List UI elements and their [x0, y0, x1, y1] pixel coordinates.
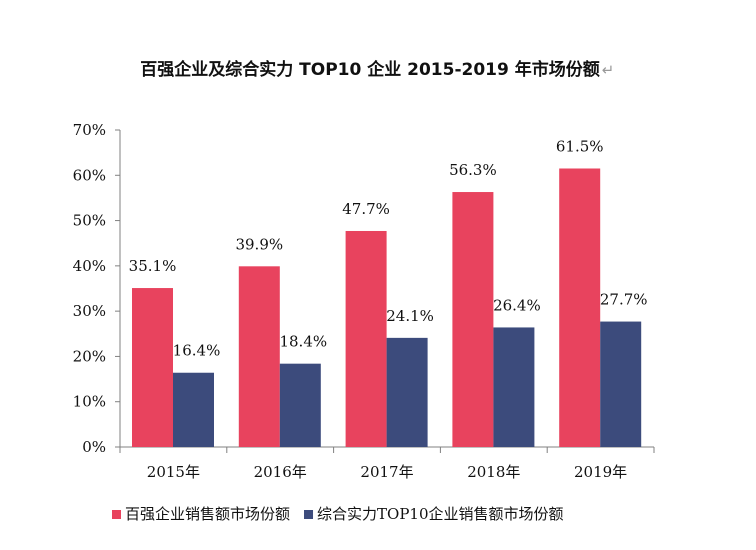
title-return-mark: ↵ — [602, 61, 615, 79]
y-tick-label: 30% — [73, 302, 106, 320]
y-tick-label: 50% — [73, 212, 106, 230]
legend-label-1: 百强企业销售额市场份额 — [125, 505, 290, 523]
legend: 百强企业销售额市场份额 综合实力TOP10企业销售额市场份额 — [112, 505, 564, 523]
bar-1 — [132, 288, 173, 447]
data-label: 61.5% — [556, 137, 604, 155]
chart-title: 百强企业及综合实力 TOP10 企业 2015-2019 年市场份额 — [140, 59, 600, 80]
y-tick-label: 70% — [73, 121, 106, 139]
data-label: 26.4% — [493, 296, 541, 314]
x-tick-label: 2015年 — [147, 463, 200, 481]
bar-2 — [600, 321, 642, 447]
legend-swatch-1 — [112, 510, 121, 519]
bar-1 — [559, 168, 601, 447]
data-label: 16.4% — [173, 342, 221, 360]
x-tick-label: 2019年 — [574, 463, 627, 481]
x-tick-label: 2016年 — [254, 463, 307, 481]
data-label: 24.1% — [386, 307, 434, 325]
data-label: 47.7% — [342, 200, 390, 218]
y-tick-label: 60% — [73, 166, 106, 184]
legend-label-2: 综合实力TOP10企业销售额市场份额 — [317, 505, 563, 523]
x-tick-label: 2018年 — [467, 463, 520, 481]
bar-1 — [345, 230, 387, 447]
x-tick-label: 2017年 — [360, 463, 413, 481]
y-tick-label: 10% — [73, 393, 106, 411]
bar-2 — [279, 363, 321, 447]
data-label: 18.4% — [279, 333, 327, 351]
bar-2 — [493, 327, 535, 447]
y-tick-label: 0% — [82, 438, 106, 456]
bar-1 — [238, 266, 280, 447]
data-label: 39.9% — [235, 235, 283, 253]
legend-swatch-2 — [304, 510, 314, 519]
bar-1 — [452, 192, 494, 447]
bar-2 — [386, 337, 428, 447]
data-label: 27.7% — [600, 291, 648, 309]
y-tick-label: 40% — [73, 257, 106, 275]
plot-area: 0% 10% 20% 30% 40% 50% 60% 70% 35.1% 16.4% 2015年 39… — [73, 121, 655, 481]
data-label: 35.1% — [129, 257, 177, 275]
data-label: 56.3% — [449, 161, 497, 179]
bar-2 — [173, 372, 214, 447]
y-tick-label: 20% — [73, 347, 106, 365]
